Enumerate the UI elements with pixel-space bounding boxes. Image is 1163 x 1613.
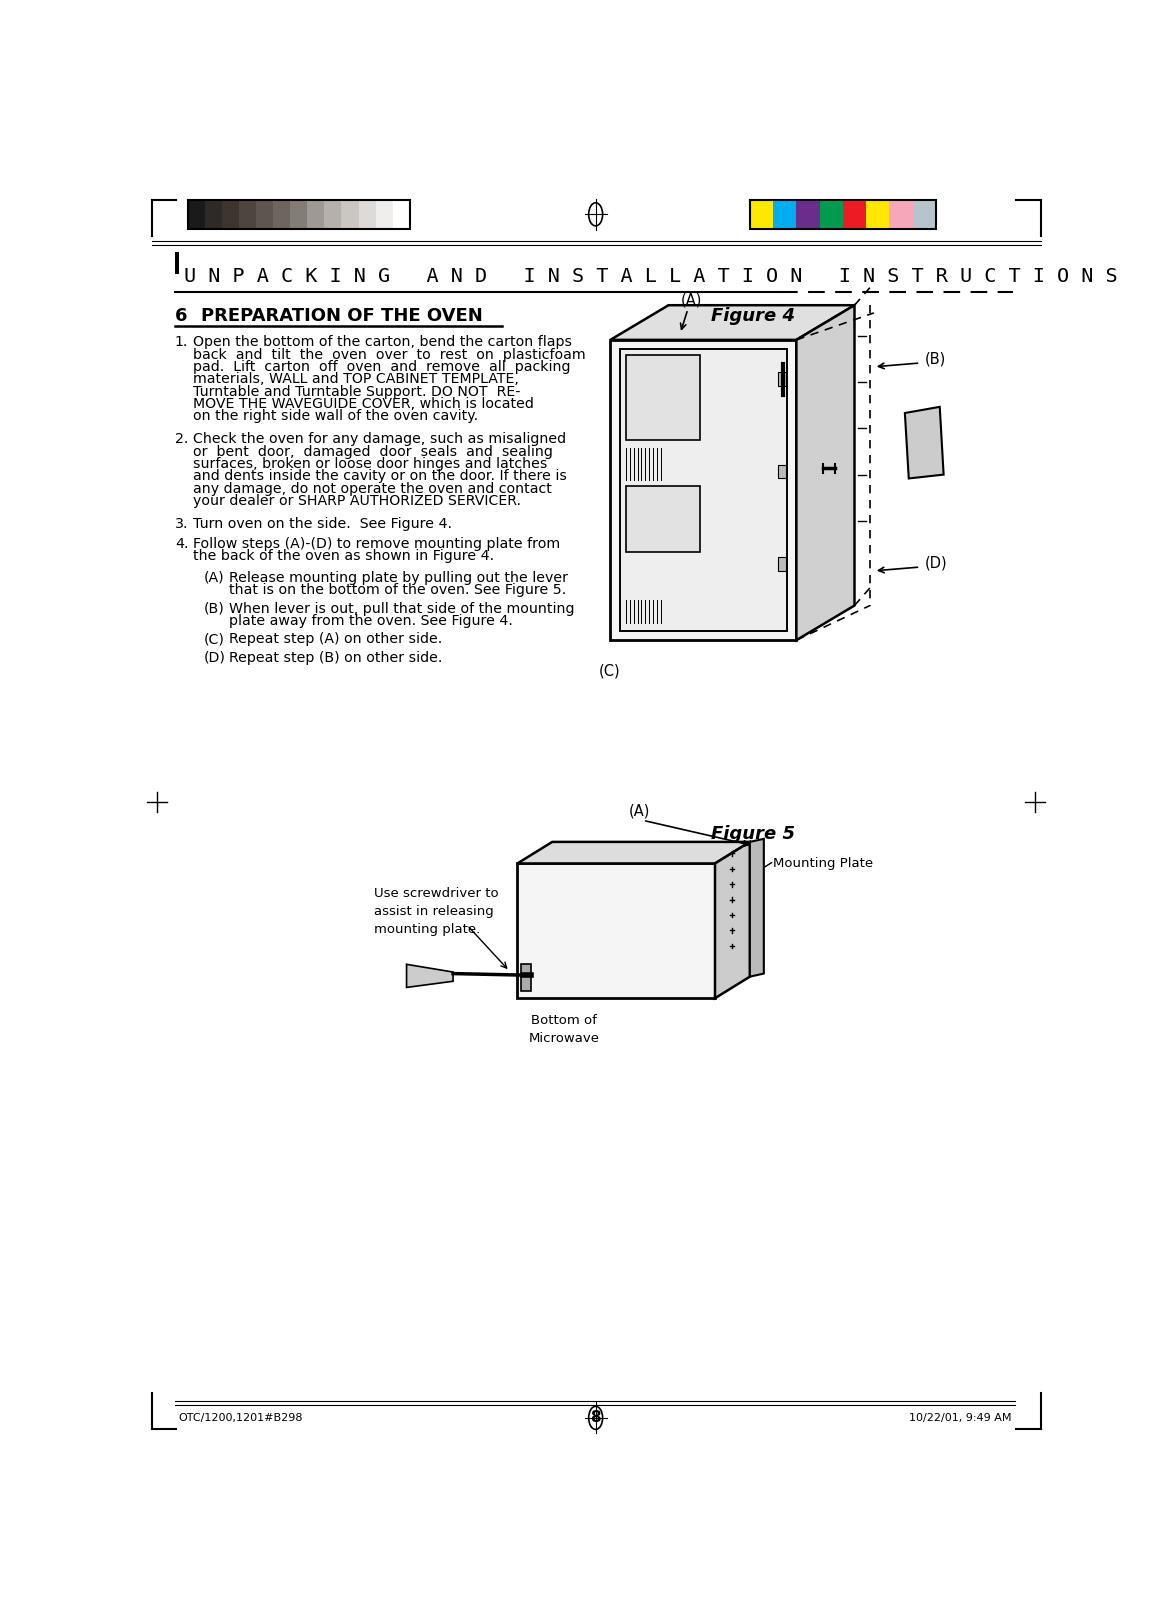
Text: (D): (D) — [925, 555, 947, 571]
Polygon shape — [797, 305, 855, 640]
Text: MOVE THE WAVEGUIDE COVER, which is located: MOVE THE WAVEGUIDE COVER, which is locat… — [193, 397, 534, 411]
Text: plate away from the oven. See Figure 4.: plate away from the oven. See Figure 4. — [229, 615, 513, 627]
Bar — [256, 200, 273, 229]
Bar — [778, 373, 785, 386]
Bar — [797, 200, 820, 229]
Bar — [913, 200, 936, 229]
Text: any damage, do not operate the oven and contact: any damage, do not operate the oven and … — [193, 482, 552, 495]
Text: (C): (C) — [204, 632, 224, 647]
Text: surfaces, broken or loose door hinges and latches: surfaces, broken or loose door hinges an… — [193, 456, 548, 471]
Text: 4.: 4. — [174, 537, 188, 552]
Text: on the right side wall of the oven cavity.: on the right side wall of the oven cavit… — [193, 410, 478, 423]
Text: pad.  Lift  carton  off  oven  and  remove  all  packing: pad. Lift carton off oven and remove all… — [193, 360, 571, 374]
Bar — [273, 200, 291, 229]
Text: Repeat step (A) on other side.: Repeat step (A) on other side. — [229, 632, 442, 647]
Polygon shape — [750, 839, 764, 976]
Text: 8: 8 — [591, 1410, 601, 1426]
Polygon shape — [611, 305, 855, 340]
Text: Turn oven on the side.  See Figure 4.: Turn oven on the side. See Figure 4. — [193, 516, 452, 531]
Bar — [518, 863, 715, 998]
Polygon shape — [518, 842, 750, 863]
Text: Bottom of
Microwave: Bottom of Microwave — [528, 1013, 599, 1045]
Text: your dealer or SHARP AUTHORIZED SERVICER.: your dealer or SHARP AUTHORIZED SERVICER… — [193, 494, 521, 508]
Bar — [750, 200, 936, 229]
Text: the back of the oven as shown in Figure 4.: the back of the oven as shown in Figure … — [193, 550, 494, 563]
Text: Use screwdriver to
assist in releasing
mounting plate.: Use screwdriver to assist in releasing m… — [374, 887, 499, 936]
Bar — [222, 200, 240, 229]
Bar — [174, 252, 179, 274]
Polygon shape — [407, 965, 454, 987]
Bar — [358, 200, 376, 229]
Bar — [291, 200, 307, 229]
Text: (A): (A) — [628, 803, 650, 819]
Text: 2.: 2. — [174, 432, 188, 447]
Bar — [820, 200, 843, 229]
Text: back  and  tilt  the  oven  over  to  rest  on  plasticfoam: back and tilt the oven over to rest on p… — [193, 347, 586, 361]
Bar — [307, 200, 324, 229]
Text: OTC/1200,1201#B298: OTC/1200,1201#B298 — [178, 1413, 302, 1423]
Text: materials, WALL and TOP CABINET TEMPLATE,: materials, WALL and TOP CABINET TEMPLATE… — [193, 373, 520, 386]
Text: (A): (A) — [204, 571, 224, 586]
Text: and dents inside the cavity or on the door. If there is: and dents inside the cavity or on the do… — [193, 469, 568, 484]
Text: 3.: 3. — [174, 516, 188, 531]
Bar — [376, 200, 393, 229]
Bar — [778, 556, 785, 571]
Bar — [393, 200, 409, 229]
Text: Mounting Plate: Mounting Plate — [773, 857, 873, 871]
Bar — [342, 200, 358, 229]
Text: Follow steps (A)-(D) to remove mounting plate from: Follow steps (A)-(D) to remove mounting … — [193, 537, 561, 552]
Text: (B): (B) — [204, 602, 224, 616]
Bar — [324, 200, 342, 229]
Text: Repeat step (B) on other side.: Repeat step (B) on other side. — [229, 652, 442, 665]
Text: Turntable and Turntable Support. DO NOT  RE-: Turntable and Turntable Support. DO NOT … — [193, 384, 521, 398]
Text: (C): (C) — [599, 663, 620, 677]
Bar — [773, 200, 797, 229]
Text: PREPARATION OF THE OVEN: PREPARATION OF THE OVEN — [201, 306, 483, 324]
Bar — [626, 486, 699, 552]
Bar — [843, 200, 866, 229]
Bar — [778, 465, 785, 479]
Bar — [620, 348, 787, 631]
Bar — [188, 200, 205, 229]
Text: Figure 4: Figure 4 — [711, 306, 795, 324]
Text: When lever is out, pull that side of the mounting: When lever is out, pull that side of the… — [229, 602, 575, 616]
Text: 6: 6 — [174, 306, 187, 324]
Text: 10/22/01, 9:49 AM: 10/22/01, 9:49 AM — [909, 1413, 1012, 1423]
Text: (A): (A) — [682, 292, 702, 308]
Text: (D): (D) — [204, 652, 226, 665]
Text: or  bent  door,  damaged  door  seals  and  sealing: or bent door, damaged door seals and sea… — [193, 445, 554, 458]
Text: that is on the bottom of the oven. See Figure 5.: that is on the bottom of the oven. See F… — [229, 584, 566, 597]
Polygon shape — [715, 842, 750, 998]
Bar — [750, 200, 773, 229]
Polygon shape — [905, 406, 943, 479]
Bar — [866, 200, 890, 229]
Bar — [611, 340, 797, 640]
Bar — [240, 200, 256, 229]
Text: Release mounting plate by pulling out the lever: Release mounting plate by pulling out th… — [229, 571, 568, 586]
Bar — [188, 200, 409, 229]
Text: Figure 5: Figure 5 — [711, 824, 795, 844]
Text: 1.: 1. — [174, 336, 188, 350]
Bar — [890, 200, 913, 229]
Bar — [205, 200, 222, 229]
Text: Open the bottom of the carton, bend the carton flaps: Open the bottom of the carton, bend the … — [193, 336, 572, 350]
Bar — [521, 963, 530, 990]
Bar — [626, 355, 699, 440]
Text: (B): (B) — [925, 352, 946, 366]
Text: Check the oven for any damage, such as misaligned: Check the oven for any damage, such as m… — [193, 432, 566, 447]
Text: U N P A C K I N G   A N D   I N S T A L L A T I O N   I N S T R U C T I O N S: U N P A C K I N G A N D I N S T A L L A … — [184, 266, 1118, 286]
